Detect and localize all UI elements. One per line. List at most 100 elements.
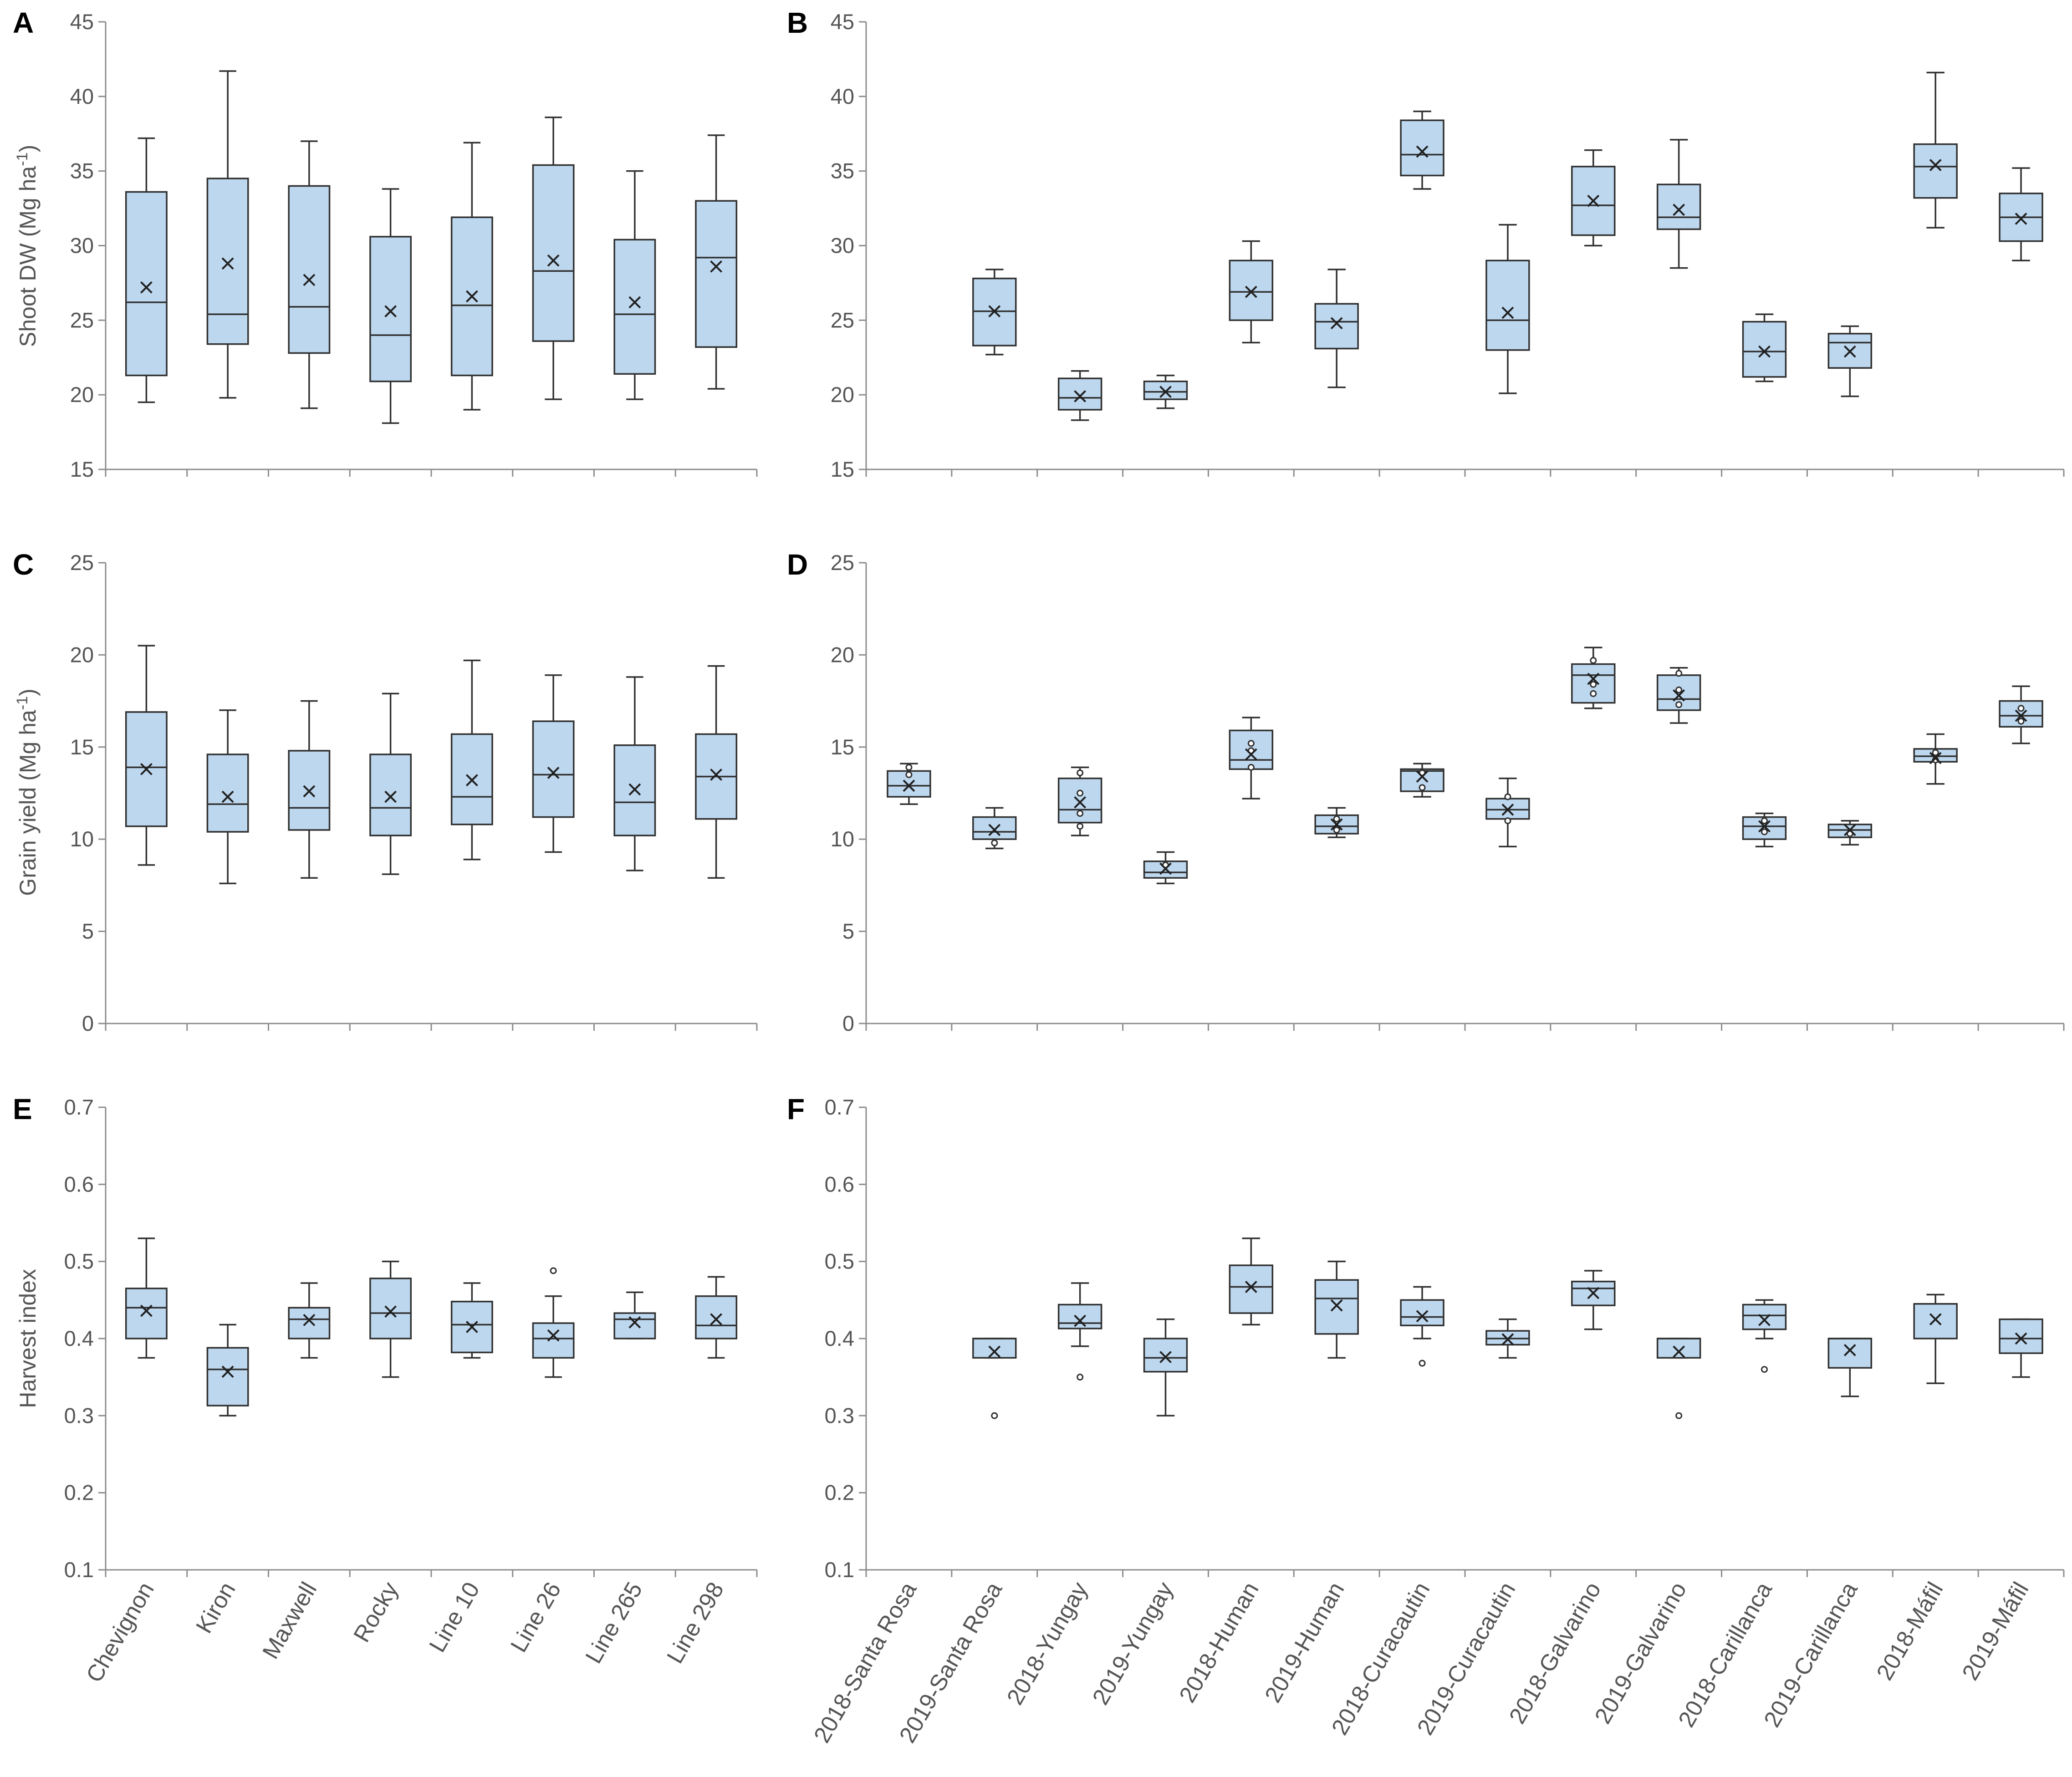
box	[1656, 1338, 1701, 1359]
panel-c: C 0 5 10 15 20 25 Grain yield (Mg ha-1)	[13, 548, 758, 1035]
mean-marker-stroke	[1330, 818, 1343, 831]
y-tick-label: 10	[70, 827, 94, 851]
mean-marker-stroke	[1245, 1281, 1257, 1293]
y-tick-label: 0	[842, 1011, 854, 1035]
y-tick-label: 0.6	[64, 1172, 94, 1196]
outlier-point	[2017, 705, 2025, 712]
mean-marker-stroke	[1416, 770, 1429, 783]
mean-marker-stroke	[1330, 317, 1343, 330]
y-tick-label: 0.2	[825, 1481, 854, 1505]
mean-marker-stroke	[221, 257, 234, 270]
mean-marker	[1159, 862, 1172, 875]
box	[369, 754, 412, 836]
outlier-point	[1077, 1374, 1084, 1381]
outlier-point	[991, 1412, 998, 1419]
outlier-point	[1419, 784, 1426, 791]
box	[1143, 380, 1188, 400]
box	[1827, 1338, 1873, 1369]
mean-marker-stroke	[1843, 345, 1856, 358]
mean-marker	[1929, 1313, 1942, 1326]
box	[125, 191, 168, 377]
box	[1999, 1318, 2043, 1354]
mean-marker-stroke	[384, 305, 397, 318]
mean-marker	[1416, 1310, 1429, 1323]
mean-marker-stroke	[221, 790, 234, 803]
outlier-point	[1247, 764, 1255, 771]
mean-marker	[384, 790, 397, 803]
y-tick-label: 45	[831, 10, 854, 34]
y-tick-label: 20	[831, 382, 854, 407]
y-tick-label: 40	[831, 84, 854, 108]
mean-marker-stroke	[1501, 804, 1514, 816]
mean-marker-stroke	[221, 1365, 234, 1378]
y-axis-title: Grain yield (Mg ha-1)	[14, 688, 41, 896]
mean-marker	[1330, 1299, 1343, 1312]
mean-marker	[547, 254, 560, 267]
mean-marker-stroke	[1843, 1344, 1856, 1356]
panel-b: B 15 20 25 30 35 40 45	[787, 6, 2065, 481]
mean-marker-stroke	[1673, 689, 1685, 702]
outlier-point	[1504, 793, 1511, 800]
mean-marker-stroke	[547, 254, 560, 267]
y-tick-label: 0.4	[64, 1326, 94, 1350]
y-tick-label: 5	[842, 919, 854, 943]
category-label: Kiron	[191, 1578, 240, 1638]
box	[1742, 321, 1787, 378]
mean-marker-stroke	[303, 274, 316, 286]
y-tick-label: 0	[82, 1011, 94, 1035]
outlier-point	[1247, 740, 1255, 747]
mean-marker-stroke	[988, 305, 1001, 318]
mean-marker-stroke	[1330, 1299, 1343, 1312]
box	[1400, 1299, 1444, 1326]
mean-marker-stroke	[465, 1321, 478, 1334]
mean-marker	[1929, 752, 1942, 764]
y-tick-label: 5	[82, 919, 94, 943]
mean-marker	[1245, 285, 1257, 298]
mean-marker	[1673, 689, 1685, 702]
panel-label: B	[787, 6, 808, 39]
mean-marker-stroke	[710, 1313, 723, 1326]
outlier-point	[550, 1267, 557, 1274]
mean-marker	[1159, 1351, 1172, 1364]
box	[1229, 260, 1274, 321]
mean-marker	[465, 1321, 478, 1334]
y-tick-label: 20	[831, 642, 854, 667]
outlier-point	[1675, 686, 1683, 693]
mean-marker	[903, 779, 915, 792]
mean-marker-stroke	[1074, 796, 1087, 809]
y-tick-label: 35	[70, 159, 94, 183]
box	[972, 1338, 1017, 1359]
mean-marker	[1159, 386, 1172, 398]
outlier-point	[1761, 817, 1768, 825]
mean-marker-stroke	[1843, 824, 1856, 836]
box	[206, 1347, 249, 1407]
mean-marker	[2015, 213, 2027, 225]
category-label: 2018-Human	[1174, 1578, 1264, 1707]
category-label: Line 265	[580, 1578, 647, 1668]
outlier-point	[1077, 823, 1084, 830]
panel-label: F	[787, 1093, 805, 1125]
box	[1571, 166, 1616, 236]
panel-label: C	[13, 548, 34, 581]
box	[125, 1288, 168, 1339]
mean-marker	[1501, 306, 1514, 319]
mean-marker	[1501, 1333, 1514, 1346]
mean-marker-stroke	[303, 1314, 316, 1326]
y-tick-label: 0.3	[825, 1403, 854, 1427]
mean-marker-stroke	[1929, 752, 1942, 764]
box	[532, 1322, 575, 1359]
outlier-point	[1761, 828, 1768, 835]
y-tick-label: 10	[831, 827, 854, 851]
outlier-point	[1590, 657, 1597, 664]
mean-marker	[1074, 1314, 1087, 1327]
y-tick-label: 35	[831, 159, 854, 183]
mean-marker-stroke	[1587, 672, 1600, 685]
mean-marker	[710, 260, 723, 273]
box	[613, 239, 656, 375]
mean-marker-stroke	[384, 1305, 397, 1318]
outlier-point	[1761, 1366, 1768, 1373]
mean-marker	[628, 783, 641, 796]
y-tick-label: 0.6	[825, 1172, 854, 1196]
mean-marker	[1758, 345, 1771, 358]
